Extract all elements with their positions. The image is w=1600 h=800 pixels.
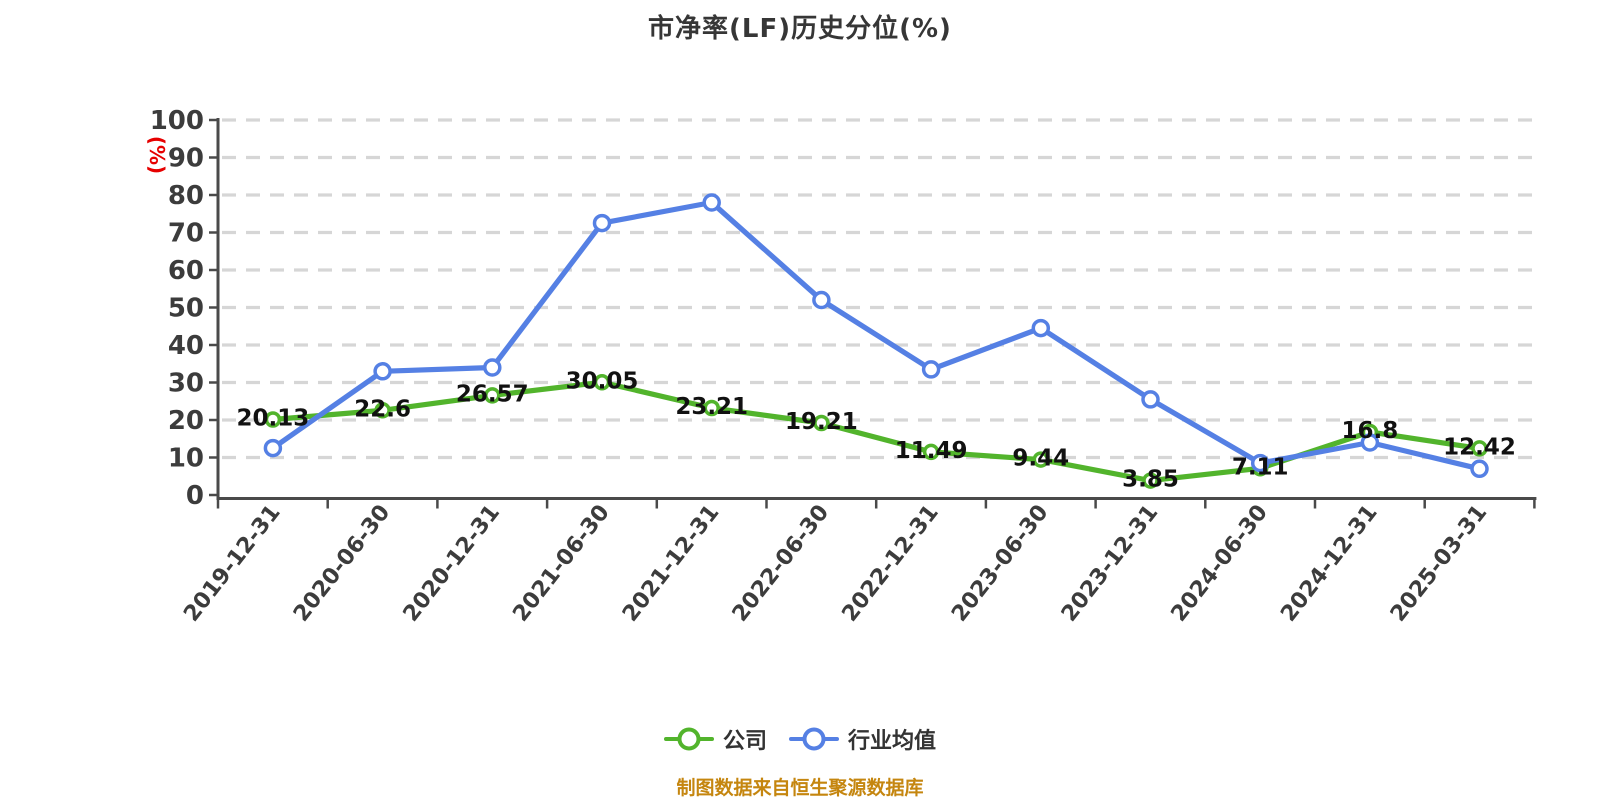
series-industry-average-point[interactable] xyxy=(702,193,721,212)
y-tick-label: 60 xyxy=(168,256,204,286)
legend-label-company: 公司 xyxy=(722,729,767,754)
series-company-point[interactable] xyxy=(264,411,282,428)
data-label: 20.13 xyxy=(237,406,310,432)
data-label: 30.05 xyxy=(566,368,639,394)
data-label: 9.44 xyxy=(1012,446,1069,472)
axes xyxy=(209,118,1537,509)
data-label: 12.42 xyxy=(1443,434,1516,460)
series-industry-average-point[interactable] xyxy=(812,290,831,310)
series-company-point[interactable] xyxy=(484,387,501,404)
y-tick-label: 10 xyxy=(168,444,204,474)
x-tick-label: 2020-06-30 xyxy=(289,500,395,626)
series-industry-average-line xyxy=(270,199,1483,472)
x-tick-label: 2024-12-31 xyxy=(1276,500,1382,626)
legend-item-company[interactable]: 公司 xyxy=(663,723,767,755)
x-tick-label: 2021-06-30 xyxy=(508,500,614,626)
company-series-marker-icon xyxy=(663,727,714,751)
data-label: 11.49 xyxy=(895,438,968,464)
y-tick-label: 70 xyxy=(168,219,204,249)
legend-item-industry-average[interactable]: 行业均值 xyxy=(789,723,936,755)
y-tick-label: 50 xyxy=(168,294,204,324)
series-industry-average-point[interactable] xyxy=(373,362,392,381)
y-tick-label: 90 xyxy=(168,144,204,174)
y-tick-label: 80 xyxy=(168,181,204,211)
x-tick-label: 2024-06-30 xyxy=(1167,500,1273,626)
series-company-point[interactable] xyxy=(703,399,720,417)
x-tick-label: 2020-12-31 xyxy=(399,500,505,626)
legend: 公司 行业均值 xyxy=(0,723,1600,755)
y-axis-labels: 0 10 20 30 40 50 60 70 80 90 100 xyxy=(150,106,204,511)
series-industry-average-point[interactable] xyxy=(921,360,941,379)
data-label: 7.11 xyxy=(1232,454,1289,480)
data-label: 22.6 xyxy=(354,396,411,422)
series-industry-average-point[interactable] xyxy=(483,358,502,377)
series-industry-average-point[interactable] xyxy=(1470,459,1489,479)
series-company-point[interactable] xyxy=(813,414,830,432)
y-tick-label: 20 xyxy=(168,406,204,436)
series-company-point[interactable] xyxy=(922,443,940,461)
data-label: 19.21 xyxy=(785,409,858,435)
data-label: 16.8 xyxy=(1342,418,1399,444)
x-tick-label: 2023-06-30 xyxy=(947,500,1053,626)
series-company-point[interactable] xyxy=(1142,472,1159,489)
x-tick-label: 2022-06-30 xyxy=(728,500,834,626)
data-label: 3.85 xyxy=(1122,467,1179,493)
data-label: 26.57 xyxy=(456,381,529,407)
series-industry-average xyxy=(263,193,1489,479)
series-industry-average-point[interactable] xyxy=(1360,433,1380,452)
source-note: 制图数据来自恒生聚源数据库 xyxy=(676,777,924,799)
series-industry-average-point[interactable] xyxy=(1250,453,1270,473)
industry-average-series-marker-icon xyxy=(789,727,839,751)
series-industry-average-point[interactable] xyxy=(1031,318,1051,338)
legend-label-industry-average: 行业均值 xyxy=(848,729,937,754)
x-axis-labels: 2019-12-31 2020-06-30 2020-12-31 2021-06-30… xyxy=(179,500,1492,626)
y-tick-label: 40 xyxy=(168,331,204,361)
series-industry-average-point[interactable] xyxy=(592,213,612,233)
x-tick-label: 2025-03-31 xyxy=(1386,500,1492,626)
series-company-labels: 20.13 22.6 26.57 30.05 23.21 19.21 11.49 9.44 3.… xyxy=(237,368,1516,492)
y-tick-label: 30 xyxy=(168,369,204,399)
series-company xyxy=(264,374,1488,489)
series-industry-average-point[interactable] xyxy=(263,438,283,458)
x-tick-label: 2022-12-31 xyxy=(837,500,943,626)
series-company-line xyxy=(270,379,1483,484)
y-tick-label: 100 xyxy=(150,106,204,136)
series-company-point[interactable] xyxy=(1471,440,1488,457)
x-tick-label: 2021-12-31 xyxy=(618,500,724,626)
series-company-point[interactable] xyxy=(593,374,611,391)
grid-lines xyxy=(222,118,1535,460)
chart-title: 市净率(LF)历史分位(%) xyxy=(648,14,952,44)
series-company-point[interactable] xyxy=(1032,451,1050,468)
data-label: 23.21 xyxy=(675,394,748,420)
x-tick-label: 2019-12-31 xyxy=(179,500,285,626)
y-tick-label: 0 xyxy=(186,481,204,511)
series-industry-average-point[interactable] xyxy=(1141,390,1160,409)
x-tick-label: 2023-12-31 xyxy=(1057,500,1163,626)
series-company-point[interactable] xyxy=(374,402,391,419)
